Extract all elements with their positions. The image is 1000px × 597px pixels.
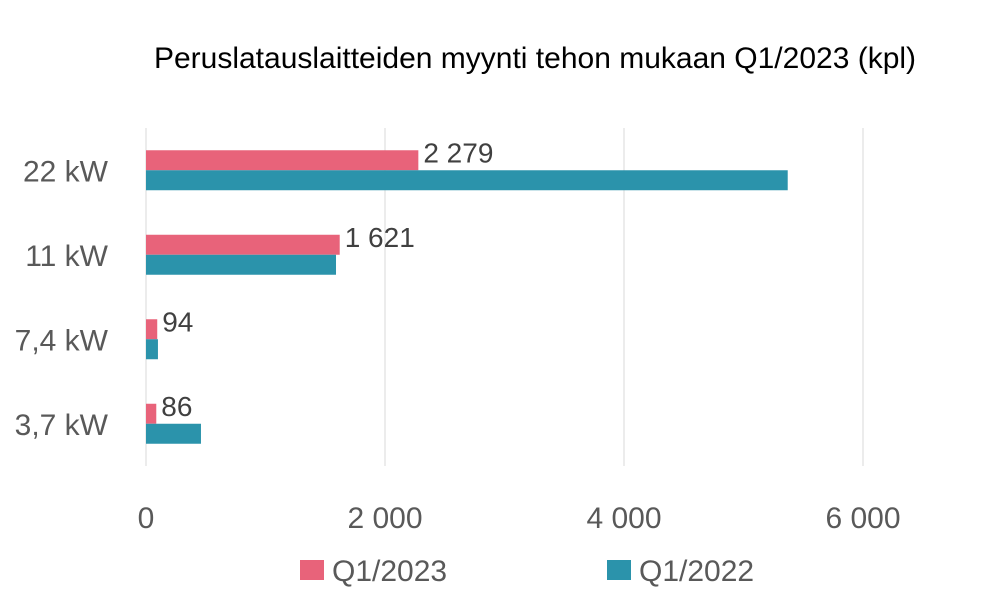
bar-0-0 (146, 150, 419, 171)
x-tick-label: 0 (138, 502, 155, 535)
bar-1-2 (146, 339, 158, 360)
bar-1-3 (146, 423, 201, 444)
bar-1-0 (146, 170, 788, 191)
data-label: 86 (161, 391, 192, 422)
x-tick-label: 2 000 (347, 502, 422, 535)
bar-0-2 (146, 319, 158, 340)
data-label: 2 279 (423, 137, 493, 168)
data-labels: 2 279 1 621 94 86 (161, 137, 493, 422)
x-tick-label: 4 000 (586, 502, 661, 535)
bar-1-1 (146, 254, 337, 275)
category-label: 22 kW (23, 155, 109, 188)
data-label: 1 621 (345, 222, 415, 253)
legend-label: Q1/2022 (639, 555, 754, 588)
chart-title: Peruslatauslaitteiden myynti tehon mukaa… (154, 42, 916, 75)
category-labels: 22 kW 11 kW 7,4 kW 3,7 kW (15, 155, 109, 442)
x-tick-label: 6 000 (825, 502, 900, 535)
bar-0-3 (146, 403, 157, 424)
legend-swatch-1 (607, 560, 631, 580)
legend-swatch-0 (300, 560, 324, 580)
category-label: 3,7 kW (15, 409, 109, 442)
bars (146, 150, 788, 444)
bar-0-1 (146, 234, 340, 255)
category-label: 7,4 kW (15, 324, 109, 357)
data-label: 94 (162, 306, 193, 337)
x-axis-ticks: 0 2 000 4 000 6 000 (138, 502, 901, 535)
legend-label: Q1/2023 (332, 555, 447, 588)
legend: Q1/2023 Q1/2022 (300, 555, 754, 588)
category-label: 11 kW (25, 240, 108, 273)
